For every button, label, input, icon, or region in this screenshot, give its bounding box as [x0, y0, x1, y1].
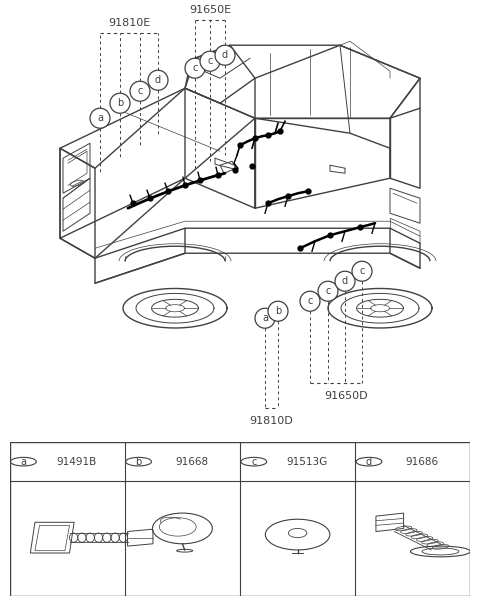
Text: a: a [21, 457, 26, 467]
Circle shape [318, 281, 338, 301]
Text: a: a [97, 113, 103, 123]
Circle shape [356, 458, 382, 466]
Text: 91810D: 91810D [250, 416, 293, 426]
Circle shape [148, 70, 168, 90]
Text: 91686: 91686 [406, 457, 439, 467]
Text: c: c [307, 296, 312, 306]
Text: 91810E: 91810E [108, 18, 150, 28]
Text: c: c [360, 266, 365, 276]
Text: b: b [275, 306, 281, 316]
Text: c: c [325, 286, 331, 296]
Circle shape [241, 458, 267, 466]
Circle shape [352, 261, 372, 281]
Text: d: d [366, 457, 372, 467]
Circle shape [215, 45, 235, 65]
Circle shape [11, 458, 36, 466]
Text: c: c [137, 86, 143, 96]
Text: d: d [222, 50, 228, 60]
Text: d: d [342, 276, 348, 286]
Text: c: c [251, 457, 256, 467]
Text: a: a [262, 313, 268, 323]
Circle shape [255, 308, 275, 328]
Text: d: d [155, 75, 161, 85]
Circle shape [185, 58, 205, 78]
Circle shape [130, 81, 150, 101]
Circle shape [300, 291, 320, 311]
Circle shape [268, 301, 288, 321]
Circle shape [126, 458, 152, 466]
Text: 91650E: 91650E [189, 5, 231, 15]
Circle shape [335, 272, 355, 291]
Text: b: b [135, 457, 142, 467]
Text: 91650D: 91650D [324, 391, 368, 401]
Text: b: b [117, 98, 123, 108]
Text: 91668: 91668 [175, 457, 208, 467]
Text: 91491B: 91491B [56, 457, 96, 467]
Circle shape [90, 108, 110, 128]
Text: 91513G: 91513G [286, 457, 327, 467]
Text: c: c [207, 56, 213, 66]
Circle shape [110, 93, 130, 113]
Circle shape [200, 51, 220, 71]
Text: c: c [192, 63, 198, 73]
